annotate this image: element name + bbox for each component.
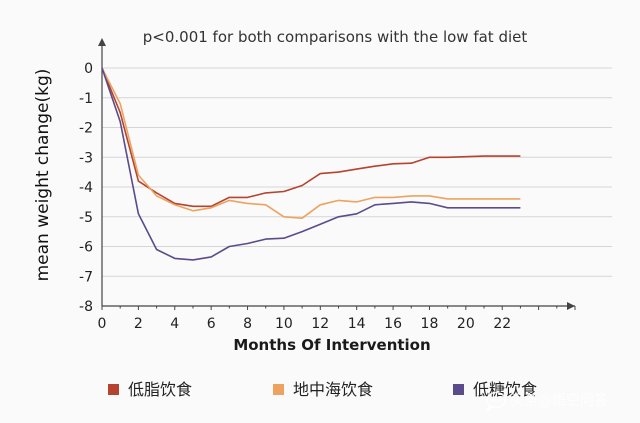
x-tick-label: 6 xyxy=(207,316,216,332)
x-tick-label: 2 xyxy=(134,316,143,332)
y-tick-label: -7 xyxy=(79,269,93,285)
y-tick-label: -4 xyxy=(79,180,93,196)
series-lines xyxy=(101,67,521,261)
y-tick-label: -6 xyxy=(79,240,93,256)
watermark: 头条@悟空问答 xyxy=(486,391,608,412)
y-tick-label: 0 xyxy=(84,61,93,77)
tick-labels: 0 2 4 6 8 10 12 14 16 18 20 22 0 -1 -2 -3 -4 -5 -6 -7 -8 xyxy=(79,61,576,332)
x-tick-label: 0 xyxy=(98,316,107,332)
x-axis-label: Months Of Intervention xyxy=(233,336,430,354)
x-axis-arrow-icon xyxy=(567,302,575,310)
speech-bubble-icon xyxy=(486,391,506,412)
legend-item-1: 地中海饮食 xyxy=(273,380,373,399)
x-tick-label: 16 xyxy=(384,316,402,332)
y-tick-label: -8 xyxy=(79,299,93,315)
series-line-2 xyxy=(101,67,521,261)
x-tick-label: 4 xyxy=(170,316,179,332)
axes xyxy=(98,38,575,310)
y-tick-label: -1 xyxy=(79,91,93,107)
legend-label: 低脂饮食 xyxy=(128,380,192,399)
x-tick-label: 18 xyxy=(421,316,439,332)
grid-lines xyxy=(102,67,612,277)
legend-swatch xyxy=(108,384,119,395)
y-tick-label: -2 xyxy=(79,121,93,137)
x-tick-label: 14 xyxy=(348,316,366,332)
x-tick-label: 20 xyxy=(457,316,475,332)
y-axis-label: mean weight change(kg) xyxy=(33,69,53,282)
y-tick-label: -3 xyxy=(79,150,93,166)
legend-label: 地中海饮食 xyxy=(293,380,373,399)
legend-item-0: 低脂饮食 xyxy=(108,380,192,399)
legend-swatch xyxy=(273,384,284,395)
chart-title: p<0.001 for both comparisons with the lo… xyxy=(143,28,528,46)
x-tick-label: 8 xyxy=(243,316,252,332)
watermark-text: 头条@悟空问答 xyxy=(510,392,608,409)
y-tick-label: -5 xyxy=(79,210,93,226)
series-line-1 xyxy=(101,67,521,219)
x-tick-label: 22 xyxy=(493,316,511,332)
x-tick-label: 12 xyxy=(311,316,329,332)
legend: 低脂饮食 地中海饮食 低糖饮食 xyxy=(108,380,537,399)
legend-swatch xyxy=(453,384,464,395)
x-tick-label: 10 xyxy=(275,316,293,332)
y-axis-arrow-icon xyxy=(98,38,106,46)
series-line-0 xyxy=(101,67,521,208)
